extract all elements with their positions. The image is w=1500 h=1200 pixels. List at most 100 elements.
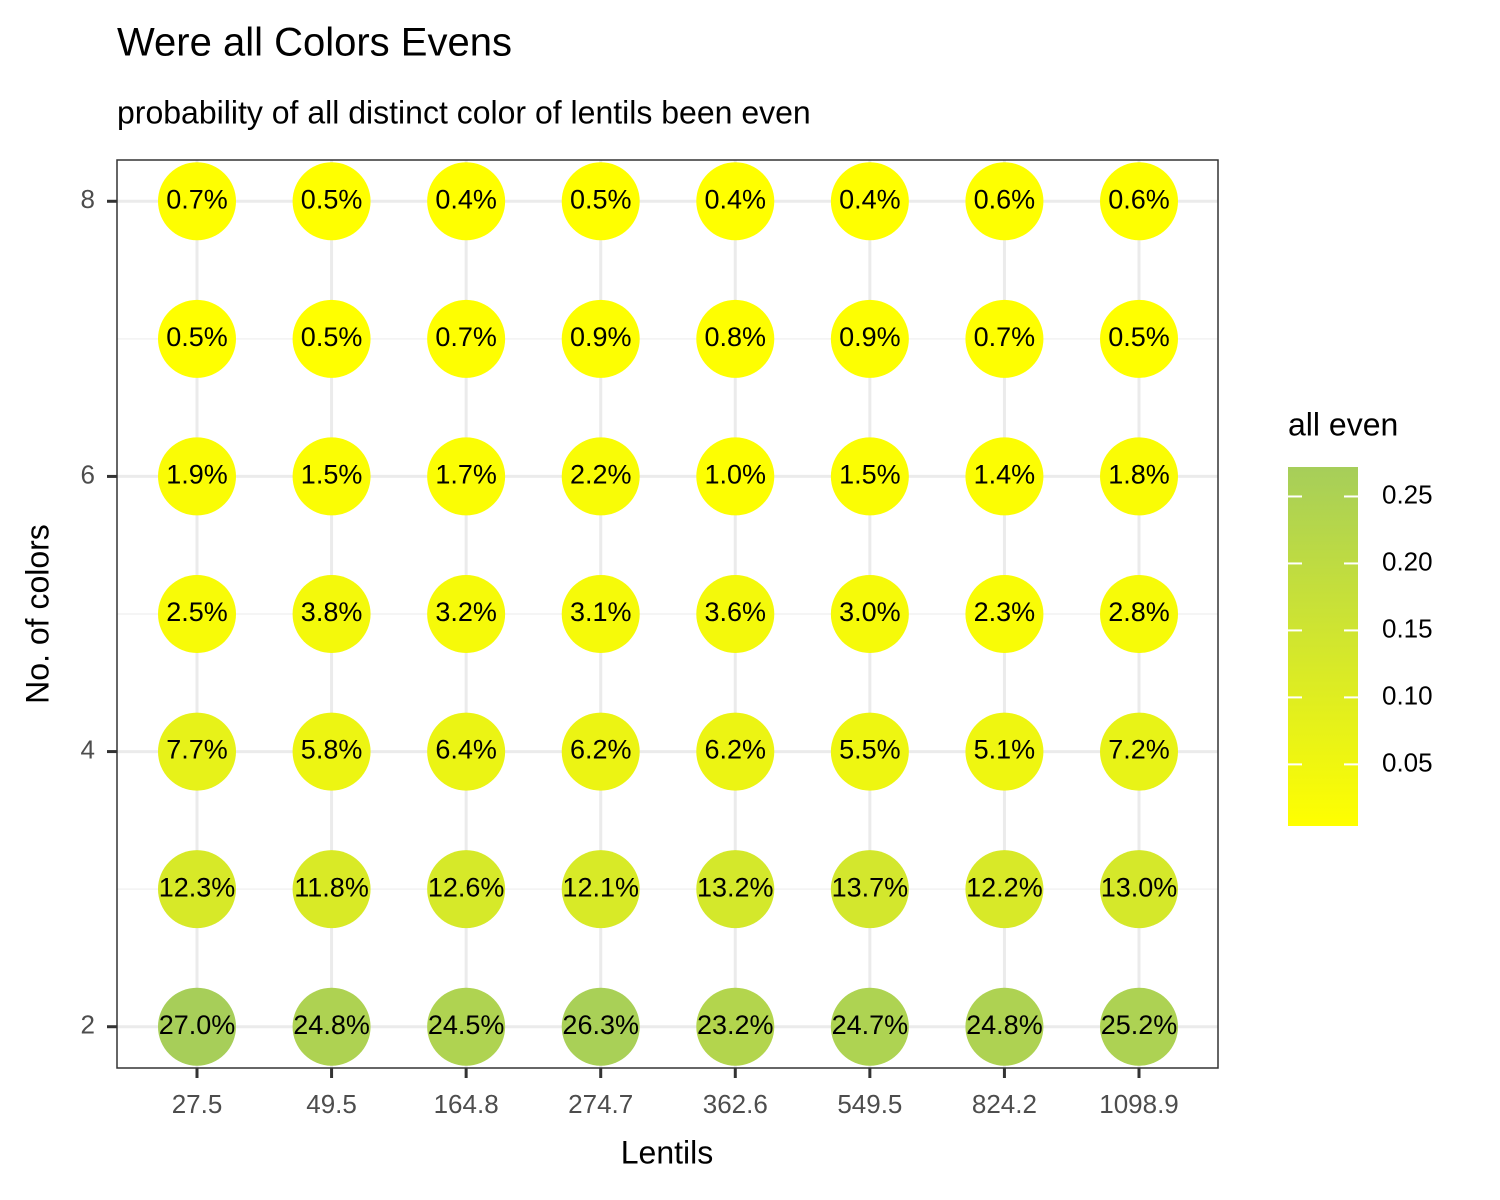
dot (292, 299, 371, 378)
data-label: 0.5% (570, 184, 632, 214)
dot (561, 162, 640, 241)
data-label: 6.2% (570, 735, 632, 765)
dot (427, 437, 506, 516)
dot (1100, 850, 1178, 929)
dot (696, 712, 775, 791)
data-label: 0.8% (705, 322, 767, 352)
data-label: 0.7% (974, 322, 1036, 352)
x-tick-label: 824.2 (972, 1089, 1037, 1119)
data-label: 12.6% (428, 872, 505, 902)
data-label: 24.8% (966, 1010, 1043, 1040)
data-label: 3.1% (570, 597, 632, 627)
dot (965, 575, 1044, 653)
data-label: 25.2% (1101, 1010, 1178, 1040)
dot (965, 162, 1044, 241)
dot (427, 575, 506, 653)
data-label: 0.9% (570, 322, 632, 352)
data-label: 5.8% (301, 735, 363, 765)
dot (427, 987, 506, 1066)
y-axis-label: No. of colors (19, 524, 55, 704)
data-label: 1.7% (435, 460, 497, 490)
dot (1100, 575, 1178, 653)
dot (696, 987, 775, 1066)
x-tick-label: 362.6 (703, 1089, 768, 1119)
x-tick-label: 49.5 (306, 1089, 357, 1119)
dot (292, 712, 371, 791)
dot (965, 437, 1044, 516)
data-label: 24.8% (293, 1010, 370, 1040)
data-label: 3.0% (839, 597, 901, 627)
data-label: 12.3% (159, 872, 236, 902)
data-label: 3.8% (301, 597, 363, 627)
dot (830, 437, 909, 516)
data-label: 24.7% (832, 1010, 909, 1040)
dot (965, 987, 1044, 1066)
data-label: 1.4% (974, 460, 1036, 490)
dot (830, 987, 909, 1066)
dot (1100, 437, 1178, 516)
data-label: 27.0% (159, 1010, 236, 1040)
dot (427, 162, 506, 241)
dot (292, 437, 371, 516)
dot (830, 299, 909, 378)
dot (427, 299, 506, 378)
data-label: 13.0% (1101, 872, 1178, 902)
colorbar (1288, 467, 1358, 826)
dot (427, 712, 506, 791)
dot (292, 575, 371, 653)
data-label: 23.2% (697, 1010, 774, 1040)
dot (1100, 162, 1178, 241)
data-label: 6.2% (705, 735, 767, 765)
data-label: 12.2% (966, 872, 1043, 902)
data-label: 3.2% (435, 597, 497, 627)
y-tick-label: 8 (81, 184, 95, 214)
dot (830, 162, 909, 241)
data-label: 0.5% (301, 184, 363, 214)
dot (158, 712, 236, 791)
data-label: 5.1% (974, 735, 1036, 765)
chart-title: Were all Colors Evens (117, 21, 512, 65)
dot (696, 437, 775, 516)
colorbar-tick-label: 0.10 (1382, 680, 1433, 710)
colorbar-tick-label: 0.15 (1382, 613, 1433, 643)
x-tick-label: 27.5 (172, 1089, 223, 1119)
dot (830, 575, 909, 653)
x-axis-label: Lentils (621, 1134, 714, 1170)
data-label: 2.3% (974, 597, 1036, 627)
data-label: 0.7% (435, 322, 497, 352)
data-label: 1.5% (301, 460, 363, 490)
dot (292, 162, 371, 241)
data-label: 0.6% (1108, 184, 1170, 214)
data-label: 0.4% (705, 184, 767, 214)
data-label: 1.8% (1108, 460, 1170, 490)
dot (965, 850, 1044, 929)
dot (696, 850, 775, 929)
data-label: 1.0% (705, 460, 767, 490)
data-label: 0.5% (1108, 322, 1170, 352)
dot (965, 712, 1044, 791)
dot (1100, 987, 1178, 1066)
dot (158, 850, 236, 929)
dot (561, 575, 640, 653)
data-label: 24.5% (428, 1010, 505, 1040)
dot (830, 850, 909, 929)
dot (292, 987, 371, 1066)
dot (1100, 299, 1178, 378)
dot (1100, 712, 1178, 791)
data-label: 0.5% (166, 322, 228, 352)
dot (158, 987, 236, 1066)
data-label: 6.4% (435, 735, 497, 765)
colorbar-tick-label: 0.20 (1382, 546, 1433, 576)
dot (830, 712, 909, 791)
data-label: 0.4% (435, 184, 497, 214)
y-tick-label: 2 (81, 1010, 95, 1040)
dot (561, 987, 640, 1066)
data-label: 1.9% (166, 460, 228, 490)
data-label: 1.5% (839, 460, 901, 490)
data-label: 2.5% (166, 597, 228, 627)
dot (158, 437, 236, 516)
dot (158, 575, 236, 653)
data-label: 7.7% (166, 735, 228, 765)
colorbar-tick-label: 0.25 (1382, 479, 1433, 509)
